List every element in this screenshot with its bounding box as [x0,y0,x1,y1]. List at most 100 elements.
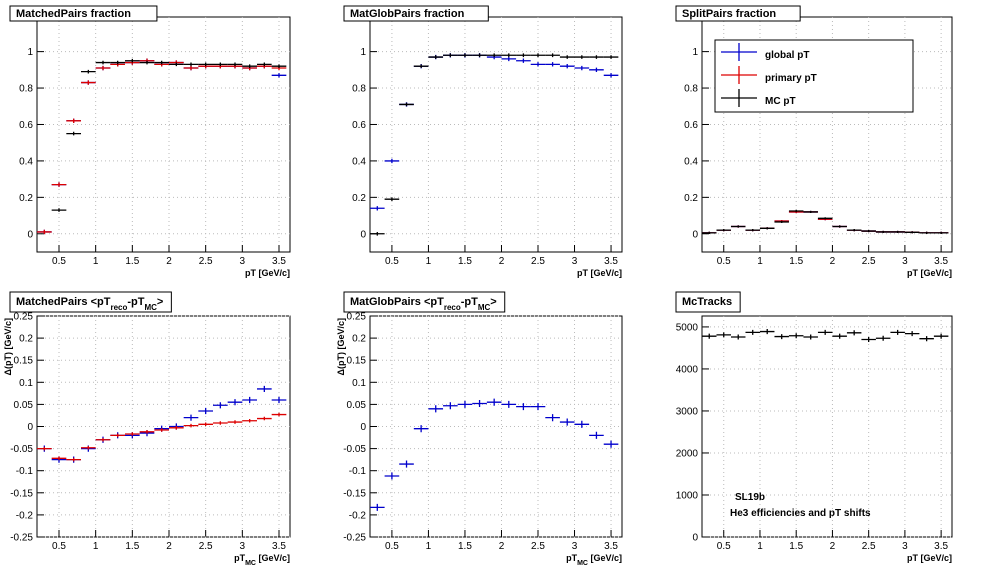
error-bar [139,60,155,65]
x-tick-label: 2 [166,256,172,267]
error-bar [486,53,502,58]
text-part: MatGlobPairs <pT [350,296,444,308]
error-bar [559,418,575,426]
error-bar [803,334,818,340]
error-bar [37,229,52,235]
error-bar [242,418,257,423]
y-tick-label: 2000 [676,448,699,459]
error-bar [716,229,731,232]
error-bar [81,80,96,85]
title-box [343,5,489,22]
x-axis-label: pT [GeV/c] [245,268,290,278]
chart-title: MatchedPairs fraction [16,8,131,20]
error-bar [516,403,531,411]
x-tick-label: 1 [757,541,763,552]
y-tick-label: 0 [360,422,366,433]
x-axis-label: pT [GeV/c] [907,553,952,563]
x-axis-label: pT [GeV/c] [907,268,952,278]
y-tick-label: 0.15 [14,356,34,367]
subscript: MC [478,303,491,312]
y-tick-label: 0 [360,229,366,240]
error-bar [271,396,287,404]
subscript: MC [144,303,157,312]
error-bar [227,62,243,67]
text-part: MatchedPairs <pT [16,296,111,308]
x-tick-label: 1 [757,256,763,267]
error-bar [875,335,891,341]
legend-marker [721,66,757,84]
error-bar [154,60,169,65]
error-bar [574,55,590,59]
y-tick-label: -0.2 [349,510,367,521]
error-bar [66,118,81,124]
y-tick-label: -0.05 [10,444,33,455]
y-tick-label: -0.25 [10,533,33,544]
x-tick-label: 3 [572,256,578,267]
x-tick-label: 1.5 [458,541,472,552]
y-tick-label: 1 [27,47,33,58]
error-bar [875,230,891,234]
x-tick-label: 2 [830,256,836,267]
error-bar [457,400,473,408]
error-bar [399,460,414,468]
chart-title: MatchedPairs <pTreco-pTMC> [16,296,163,312]
x-tick-label: 3 [572,541,578,552]
x-tick-label: 2.5 [862,256,876,267]
text-part: pT [GeV/c] [907,553,952,563]
error-bar [530,403,546,411]
error-bar [501,400,517,408]
y-tick-label: 0.2 [352,334,366,345]
error-bar [257,416,272,421]
y-tick-label: 0.25 [347,312,367,323]
y-tick-label: 0.2 [19,193,33,204]
error-bar [169,426,184,430]
error-bar [832,225,847,228]
x-axis-label: pT [GeV/c] [577,268,622,278]
error-bar [933,231,949,234]
error-bar [384,158,400,164]
error-bar [95,65,111,71]
x-tick-label: 3.5 [934,256,948,267]
error-bar [81,445,96,450]
error-bar [183,423,199,428]
error-bar [702,333,717,339]
text-part: > [157,296,163,308]
y-tick-label: -0.15 [343,488,366,499]
legend-label: MC pT [765,96,796,107]
y-tick-label: 0.1 [352,378,366,389]
error-bar [774,220,789,224]
y-tick-label: 0.6 [352,120,366,131]
y-tick-label: -0.15 [10,488,33,499]
text-part: [GeV/c] [588,553,622,563]
x-tick-label: 1.5 [125,541,139,552]
error-bar [66,131,81,136]
error-bar [501,56,517,62]
chart-title: McTracks [682,296,732,308]
error-bar [213,62,228,67]
y-tick-label: 0.4 [19,156,33,167]
error-bar [574,65,590,71]
frame [701,16,953,253]
error-bar [501,53,517,58]
error-bar [817,329,833,335]
subscript: MC [577,560,588,567]
text-part: MatGlobPairs fraction [350,8,465,20]
x-tick-label: 2 [830,541,836,552]
error-bar [603,440,619,448]
error-bar [443,53,458,58]
error-bar [846,330,862,336]
error-bar [51,456,67,461]
legend-label: global pT [765,50,809,61]
error-bar [716,332,731,338]
frame [701,315,953,538]
y-tick-label: 0.15 [347,356,367,367]
error-bar [890,230,905,234]
legend-marker [721,89,757,107]
y-tick-label: 0.05 [14,400,34,411]
legend-label: primary pT [765,73,817,84]
error-bar [37,446,52,451]
x-tick-label: 0.5 [385,541,399,552]
error-bar [516,58,531,63]
error-bar [242,396,257,404]
